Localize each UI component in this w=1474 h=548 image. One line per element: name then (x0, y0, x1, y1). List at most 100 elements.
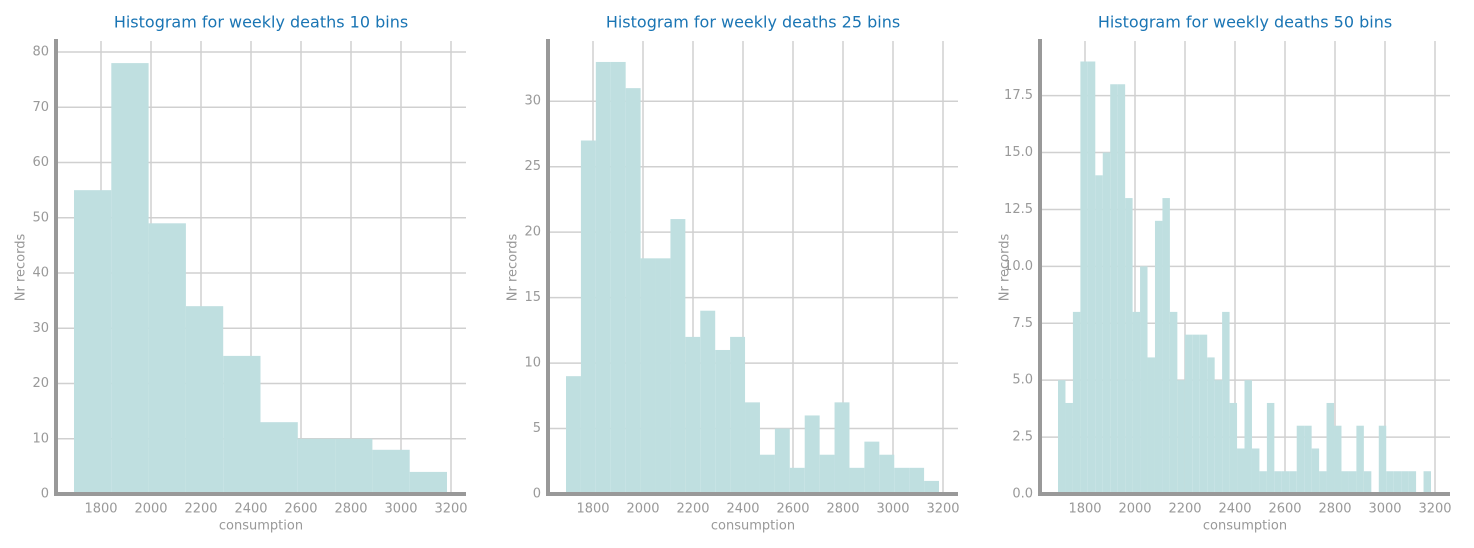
histogram-bar (1080, 61, 1088, 495)
histogram-bar (1281, 471, 1290, 494)
x-tick-label: 3200 (926, 502, 959, 517)
histogram-bar (819, 454, 835, 494)
x-tick-label: 2800 (826, 502, 859, 517)
y-tick-label: 7.5 (1012, 316, 1033, 331)
histogram-bar (849, 467, 865, 494)
histogram-bar (1207, 357, 1215, 494)
chart-title: Histogram for weekly deaths 25 bins (606, 13, 900, 32)
x-axis-label: consumption (1203, 519, 1287, 534)
histogram-bar (1162, 198, 1170, 494)
x-tick-label: 2000 (1118, 502, 1151, 517)
histogram-bar (1184, 334, 1193, 494)
histogram-bar (670, 219, 686, 494)
histogram-bar (148, 223, 186, 494)
y-tick-label: 15 (524, 290, 541, 305)
histogram-bar (730, 336, 746, 494)
histogram-bar (74, 190, 112, 494)
histogram-bar (1199, 334, 1208, 494)
x-tick-label: 2200 (1168, 502, 1201, 517)
histogram-bar (260, 422, 298, 494)
histogram-bar (655, 258, 671, 494)
histogram-bar (864, 441, 880, 494)
y-tick-label: 10 (524, 356, 541, 371)
y-tick-label: 80 (32, 45, 49, 60)
x-tick-label: 1800 (576, 502, 609, 517)
histogram-bar (1237, 448, 1245, 494)
x-tick-label: 3000 (384, 502, 417, 517)
y-tick-label: 15.0 (1004, 145, 1033, 160)
histogram-bar (894, 467, 910, 494)
histogram-bar (1192, 334, 1200, 494)
y-tick-label: 30 (32, 321, 49, 336)
y-tick-label: 25 (524, 159, 541, 174)
histogram-bar (1065, 402, 1073, 494)
histogram-bar (1289, 471, 1297, 494)
histogram-bar (185, 306, 224, 494)
histogram-bar (1401, 471, 1409, 494)
x-tick-label: 2200 (184, 502, 217, 517)
histogram-bar (640, 258, 656, 494)
y-tick-label: 40 (32, 266, 49, 281)
histogram-bar (1348, 471, 1357, 494)
histogram-bar (1058, 380, 1066, 494)
y-tick-label: 0 (41, 487, 49, 502)
x-tick-label: 2800 (1318, 502, 1351, 517)
histogram-bar (1110, 84, 1118, 495)
histogram-bar (804, 415, 820, 494)
histogram-bar (335, 438, 373, 494)
y-tick-label: 17.5 (1004, 88, 1033, 103)
y-tick-label: 10 (32, 431, 49, 446)
histogram-bar (715, 349, 731, 494)
histogram-bar (1341, 471, 1349, 494)
y-tick-label: 12.5 (1004, 202, 1033, 217)
histogram-bar (1266, 402, 1275, 494)
histogram-bar (685, 336, 701, 494)
y-tick-label: 20 (32, 376, 49, 391)
histogram-bar (1132, 311, 1141, 494)
y-tick-label: 0 (533, 487, 541, 502)
histogram-bar (834, 402, 850, 494)
histogram-bar (879, 454, 895, 494)
y-tick-label: 2.5 (1012, 430, 1033, 445)
x-tick-label: 2000 (626, 502, 659, 517)
histogram-bar (1326, 402, 1335, 494)
histogram-bar (1319, 471, 1327, 494)
histogram-bar (1072, 311, 1081, 494)
y-axis-label: Nr records (506, 234, 521, 302)
chart-title: Histogram for weekly deaths 50 bins (1098, 13, 1392, 32)
x-tick-label: 2000 (134, 502, 167, 517)
histogram-bar (580, 140, 596, 495)
histogram-bar (1087, 61, 1096, 495)
histogram-bar (1251, 448, 1260, 494)
histogram-bar (1423, 471, 1431, 494)
histogram-bar (924, 480, 939, 494)
histogram-bar (1147, 357, 1155, 494)
histogram-bar (1154, 220, 1163, 494)
x-tick-label: 3200 (434, 502, 467, 517)
histogram-bar (1334, 425, 1342, 494)
y-tick-label: 0.0 (1012, 487, 1033, 502)
histogram-bar (1311, 448, 1320, 494)
x-tick-label: 3200 (1418, 502, 1451, 517)
x-tick-label: 2600 (1268, 502, 1301, 517)
chart-title: Histogram for weekly deaths 10 bins (114, 13, 408, 32)
histogram-bar (700, 310, 716, 494)
x-tick-label: 2200 (676, 502, 709, 517)
histogram-bar (774, 428, 790, 494)
x-tick-label: 3000 (876, 502, 909, 517)
histogram-bar (372, 449, 410, 494)
histogram-bar (1214, 380, 1223, 494)
histogram-bar (1169, 311, 1178, 494)
y-tick-label: 60 (32, 155, 49, 170)
histogram-bar (1408, 471, 1417, 494)
y-axis-label: Nr records (14, 234, 29, 302)
y-tick-label: 5.0 (1012, 373, 1033, 388)
histogram-bar (1140, 266, 1148, 494)
x-tick-label: 2400 (234, 502, 267, 517)
histogram-bar (759, 454, 775, 494)
x-tick-label: 3000 (1368, 502, 1401, 517)
histogram-bar (111, 63, 149, 494)
y-tick-label: 50 (32, 210, 49, 225)
histogram-bar (297, 438, 336, 494)
x-axis-label: consumption (219, 519, 303, 534)
